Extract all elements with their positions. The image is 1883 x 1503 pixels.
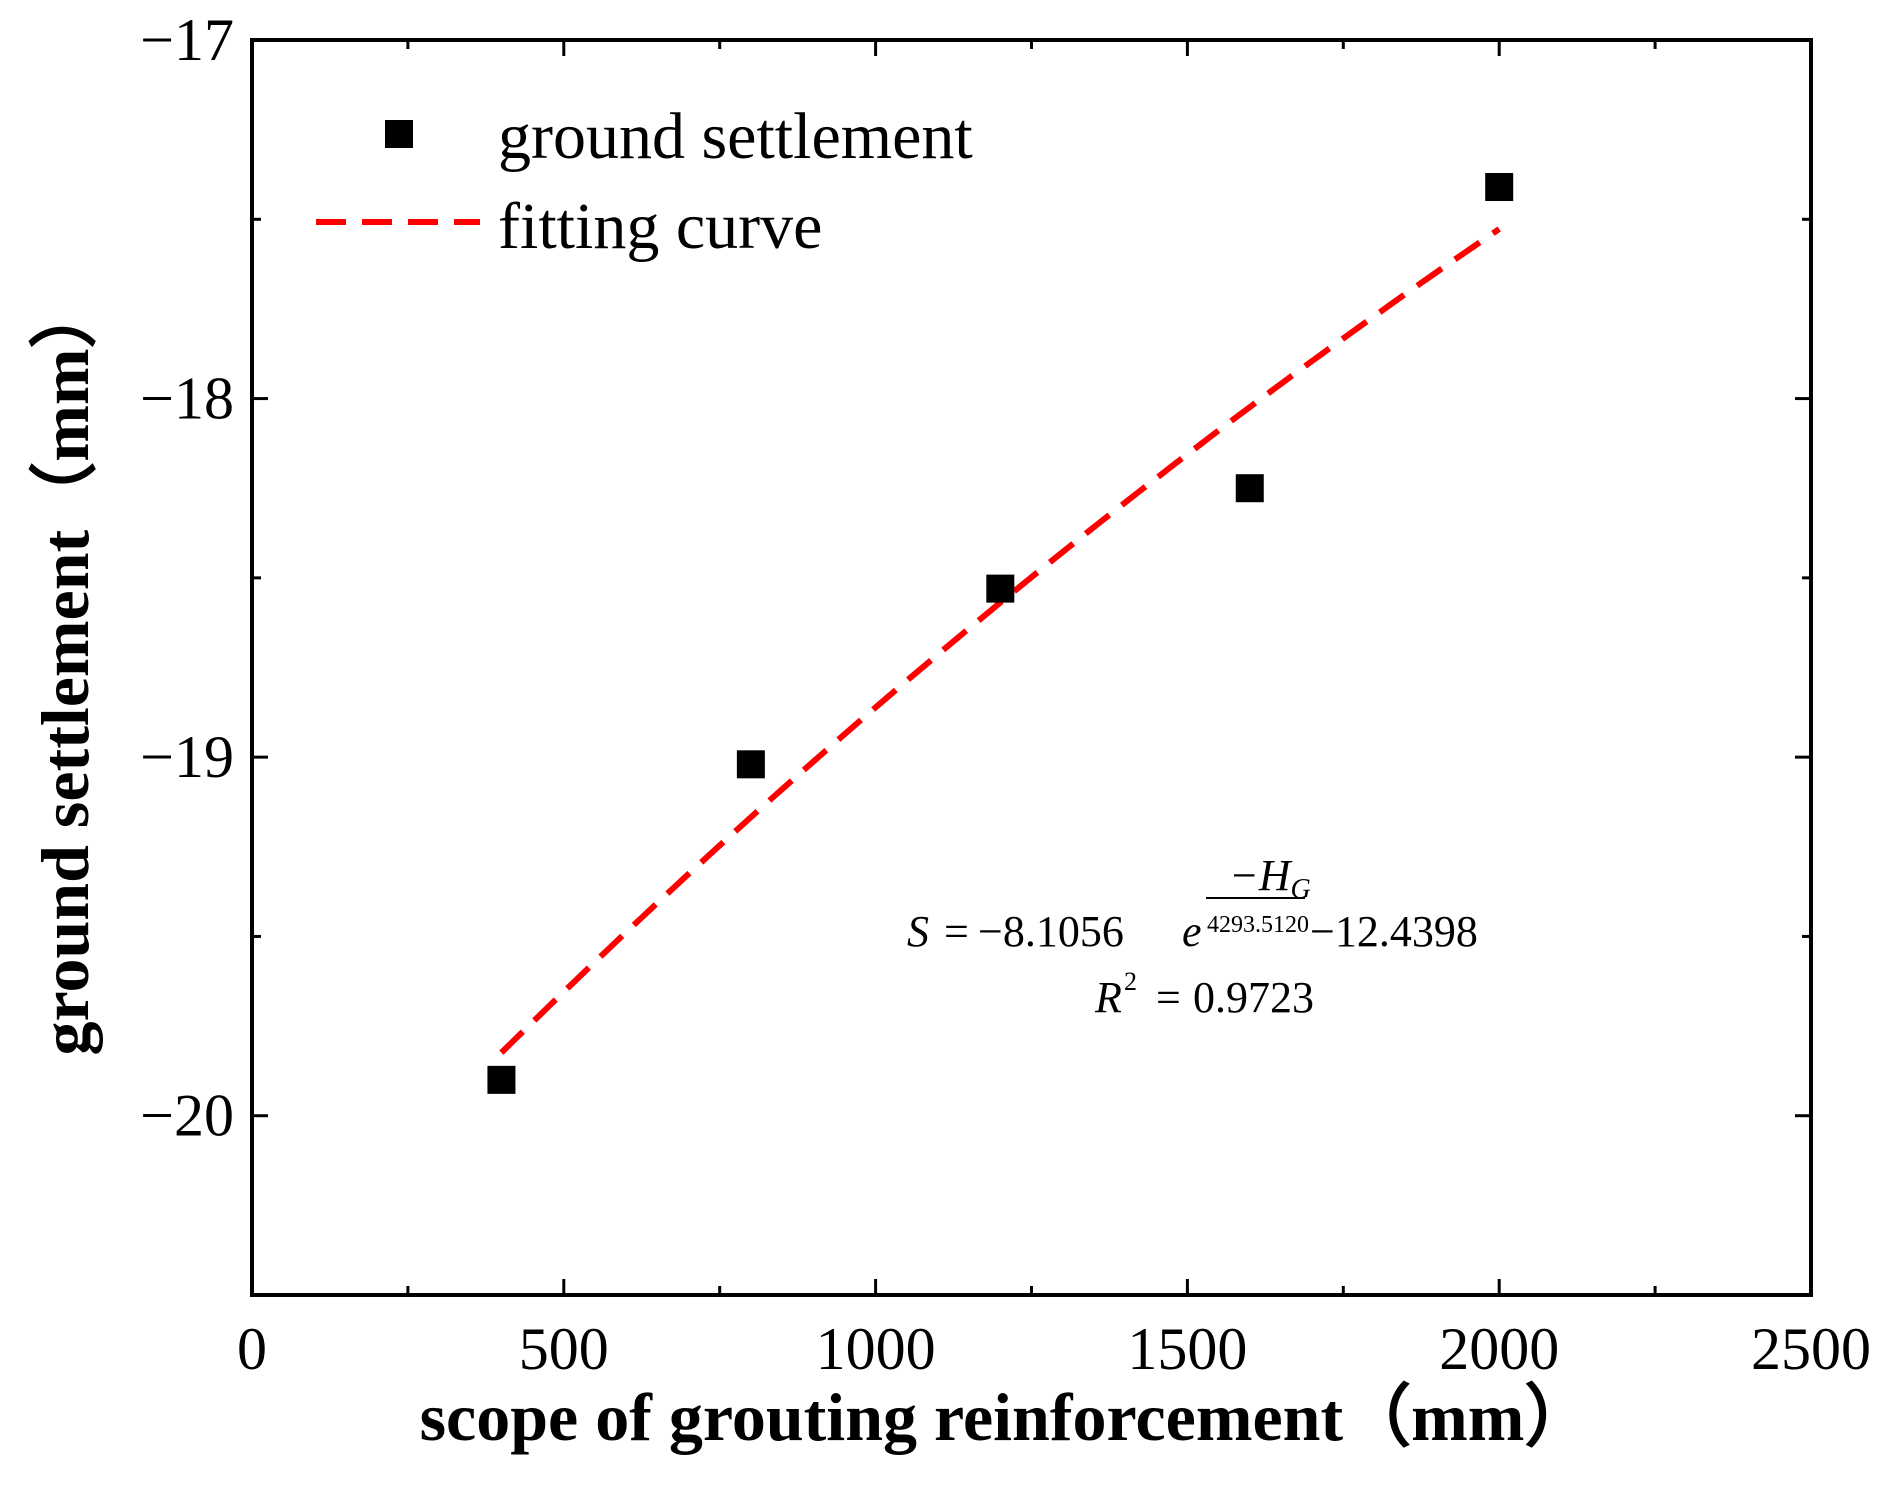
data-point bbox=[487, 1065, 516, 1094]
legend-marker-ground-settlement bbox=[385, 120, 413, 148]
eq-r2-power: 2 bbox=[1124, 967, 1137, 996]
y-tick-label: −20 bbox=[140, 1083, 234, 1149]
x-tick-label: 1000 bbox=[816, 1316, 936, 1382]
eq-r2-symbol: R bbox=[1094, 973, 1122, 1022]
data-point bbox=[1485, 173, 1514, 202]
y-axis-ticks: −17 −18 −19 −20 bbox=[140, 7, 1811, 1297]
data-point bbox=[986, 574, 1015, 603]
plot-frame bbox=[250, 38, 1813, 1297]
x-tick-label: 0 bbox=[237, 1316, 267, 1382]
eq-r2-value: 0.9723 bbox=[1193, 973, 1314, 1022]
x-axis-title: scope of grouting reinforcement（mm） bbox=[420, 1379, 1593, 1455]
eq-coefficient: −8.1056 bbox=[978, 907, 1124, 956]
eq-equals: = bbox=[944, 907, 969, 956]
x-tick-label: 2500 bbox=[1751, 1316, 1871, 1382]
eq-exp-denominator: 4293.5120 bbox=[1207, 912, 1309, 938]
eq-exp-numerator: −HG bbox=[1229, 851, 1311, 905]
x-tick-label: 500 bbox=[519, 1316, 609, 1382]
y-tick-label: −17 bbox=[140, 7, 234, 73]
fit-equation: −HG 4293.5120 S = −8.1056 e −12.4398 R 2… bbox=[907, 851, 1478, 1022]
y-tick-label: −19 bbox=[140, 724, 234, 790]
eq-r2-equals: = bbox=[1156, 973, 1181, 1022]
legend: ground settlement fitting curve bbox=[316, 100, 973, 263]
eq-lhs: S bbox=[907, 907, 929, 956]
legend-label-fitting-curve: fitting curve bbox=[498, 190, 822, 263]
eq-base: e bbox=[1182, 907, 1202, 956]
x-tick-label: 2000 bbox=[1439, 1316, 1559, 1382]
data-point bbox=[736, 750, 765, 779]
y-tick-label: −18 bbox=[140, 366, 234, 432]
data-points-layer bbox=[487, 173, 1514, 1094]
legend-label-ground-settlement: ground settlement bbox=[498, 100, 973, 173]
data-point bbox=[1235, 474, 1264, 503]
x-axis-ticks: 0 500 1000 1500 2000 2500 bbox=[237, 40, 1871, 1382]
eq-constant: −12.4398 bbox=[1310, 907, 1478, 956]
x-tick-label: 1500 bbox=[1127, 1316, 1247, 1382]
y-axis-title: ground settlement（mm） bbox=[27, 281, 103, 1056]
